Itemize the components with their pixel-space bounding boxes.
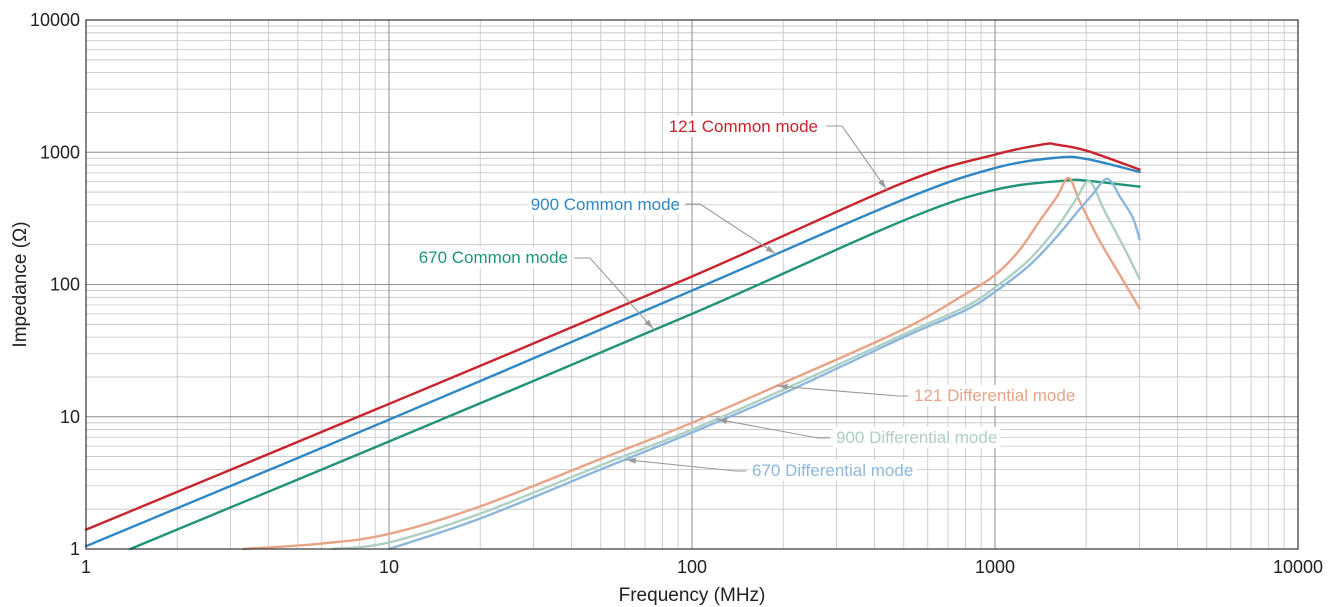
- x-tick-label: 10000: [1273, 557, 1323, 577]
- y-tick-label: 100: [50, 275, 80, 295]
- leader-line-670-differential-mode: [624, 459, 746, 472]
- series-label-670-common-mode: 670 Common mode: [419, 248, 568, 267]
- series-line-900-differential-mode: [331, 180, 1141, 551]
- series-label-background: [833, 427, 1001, 448]
- series-line-121-common-mode: [84, 142, 1141, 531]
- major-grid: [86, 20, 1298, 549]
- leader-arrow-121-common-mode: [878, 179, 886, 189]
- y-tick-label: 10: [60, 407, 80, 427]
- y-tick-label: 1: [70, 539, 80, 559]
- series-line-670-differential-mode: [387, 177, 1141, 551]
- y-tick-label: 1000: [40, 142, 80, 162]
- x-tick-labels: 1 10 100 1000 10000: [81, 557, 1323, 577]
- leader-line-121-common-mode: [826, 125, 888, 191]
- x-tick-label: 10: [379, 557, 399, 577]
- leader-arrow-900-differential-mode: [718, 418, 728, 424]
- series-label-background: [911, 385, 1079, 406]
- series-line-670-common-mode: [129, 178, 1141, 551]
- series-label-121-differential-mode: 121 Differential mode: [914, 386, 1075, 405]
- y-tick-label: 10000: [30, 10, 80, 30]
- series-label-background: [665, 116, 821, 137]
- leader-line-900-common-mode: [686, 203, 777, 255]
- series-label-670-differential-mode: 670 Differential mode: [752, 461, 913, 480]
- leader-line-670-common-mode: [574, 257, 655, 331]
- x-tick-label: 100: [677, 557, 707, 577]
- x-tick-label: 1000: [975, 557, 1015, 577]
- plot-frame: [85, 19, 1299, 550]
- series-label-900-common-mode: 900 Common mode: [531, 195, 680, 214]
- y-tick-labels: 1 10 100 1000 10000: [30, 10, 80, 559]
- series-label-background: [527, 194, 683, 215]
- leader-arrow-121-differential-mode: [778, 383, 788, 390]
- leader-arrow-900-common-mode: [765, 245, 775, 254]
- leader-line-121-differential-mode: [776, 385, 908, 397]
- x-tick-label: 1: [81, 557, 91, 577]
- series-label-900-differential-mode: 900 Differential mode: [836, 428, 997, 447]
- x-axis-title: Frequency (MHz): [619, 585, 766, 606]
- leader-line-900-differential-mode: [715, 418, 830, 439]
- leader-arrow-670-differential-mode: [626, 457, 636, 464]
- annotation-layer: 121 Common mode 900 Common mode 670 Common…: [415, 116, 1079, 481]
- series-layer: [84, 142, 1141, 551]
- series-line-121-differential-mode: [241, 176, 1141, 551]
- y-axis-title: Impedance (Ω): [10, 221, 31, 347]
- leader-arrow-670-common-mode: [644, 319, 653, 329]
- series-label-background: [749, 460, 917, 481]
- series-label-background: [415, 247, 571, 268]
- series-label-121-common-mode: 121 Common mode: [669, 117, 818, 136]
- series-line-900-common-mode: [84, 155, 1141, 548]
